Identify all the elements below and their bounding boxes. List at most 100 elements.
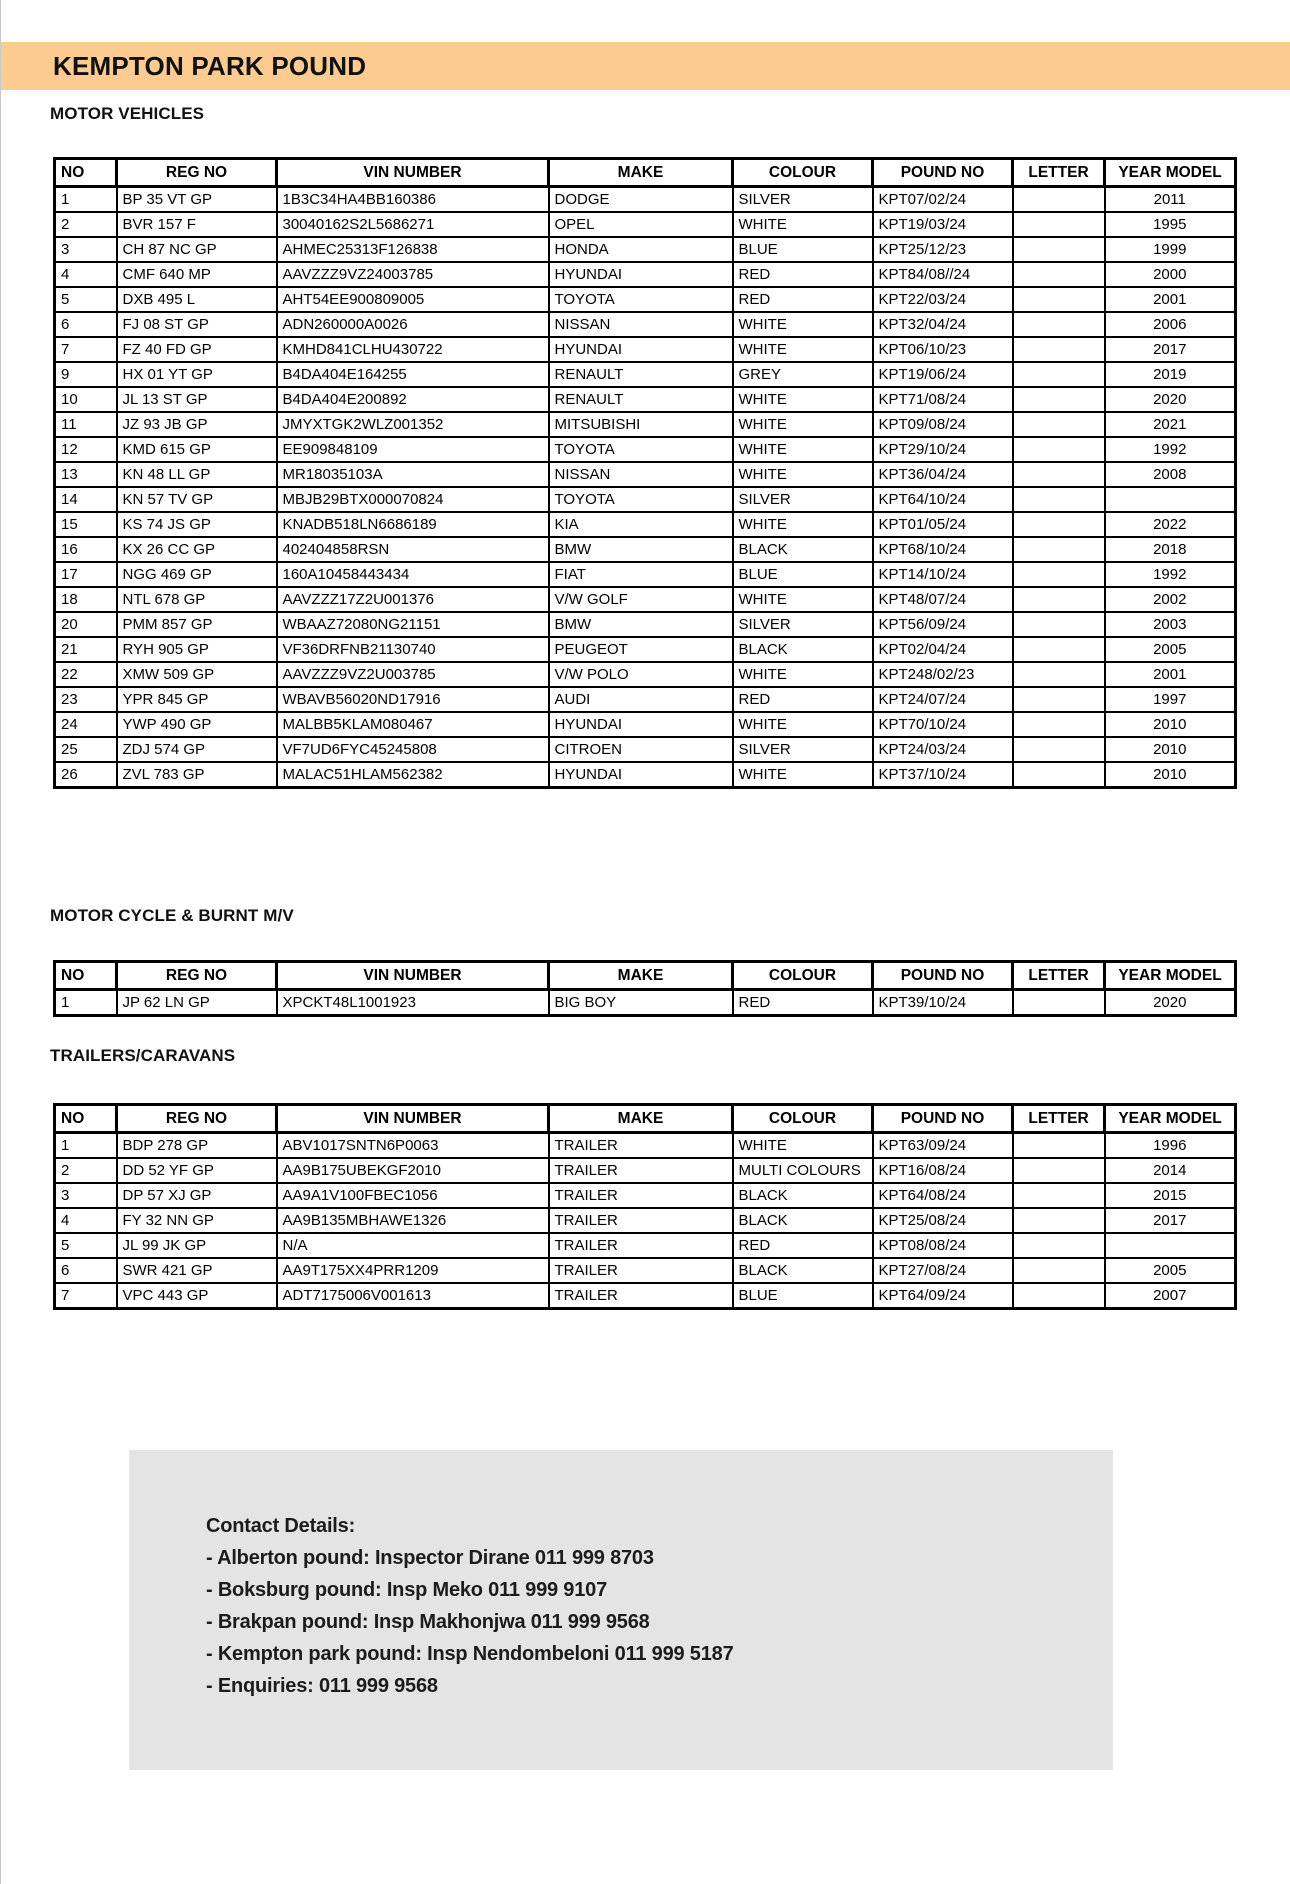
table-cell: HYUNDAI [547, 336, 734, 363]
table-cell: FIAT [547, 561, 734, 588]
table-header-cell: POUND NO [871, 960, 1014, 991]
table-header-cell: REG NO [115, 960, 278, 991]
table-cell: 25 [53, 736, 118, 763]
table-header-cell: VIN NUMBER [275, 960, 550, 991]
table-cell: 3 [53, 1182, 118, 1209]
table-cell: 2008 [1103, 461, 1237, 488]
table-cell: 17 [53, 561, 118, 588]
table-cell: ZDJ 574 GP [115, 736, 278, 763]
table-cell: MR18035103A [275, 461, 550, 488]
table-cell [1011, 636, 1106, 663]
table-row: 16 KX 26 CC GP 402404858RSN BMW BLACK KPT68/1… [53, 536, 1237, 563]
trailers-rows: 1 BDP 278 GP ABV1017SNTN6P0063 TRAILER WHITE… [53, 1131, 1237, 1310]
table-cell: VF7UD6FYC45245808 [275, 736, 550, 763]
table-cell: KPT248/02/23 [871, 661, 1014, 688]
table-cell: B4DA404E200892 [275, 386, 550, 413]
table-header-row: NO REG NO VIN NUMBER MAKE COLOUR POUND NO LETT… [53, 1103, 1237, 1134]
table-cell: HX 01 YT GP [115, 361, 278, 388]
table-cell [1011, 611, 1106, 638]
table-cell: WHITE [731, 1131, 874, 1159]
table-cell: AA9T175XX4PRR1209 [275, 1257, 550, 1284]
table-row: 23 YPR 845 GP WBAVB56020ND17916 AUDI RED KPT2… [53, 686, 1237, 713]
table-row: 5 DXB 495 L AHT54EE900809005 TOYOTA RED KPT22… [53, 286, 1237, 313]
table-cell: WHITE [731, 586, 874, 613]
table-cell: 10 [53, 386, 118, 413]
table-cell: KPT29/10/24 [871, 436, 1014, 463]
table-cell: 16 [53, 536, 118, 563]
table-cell: WHITE [731, 311, 874, 338]
table-cell: HONDA [547, 236, 734, 263]
table-cell: HYUNDAI [547, 261, 734, 288]
table-cell: CITROEN [547, 736, 734, 763]
section-heading-motorcycle: MOTOR CYCLE & BURNT M/V [50, 906, 294, 925]
table-cell [1011, 386, 1106, 413]
table-cell: JL 99 JK GP [115, 1232, 278, 1259]
table-cell: 2018 [1103, 536, 1237, 563]
table-cell: 14 [53, 486, 118, 513]
table-cell: NISSAN [547, 461, 734, 488]
table-cell: KPT36/04/24 [871, 461, 1014, 488]
table-row: 9 HX 01 YT GP B4DA404E164255 RENAULT GREY KPT… [53, 361, 1237, 388]
table-cell [1011, 236, 1106, 263]
title-band: KEMPTON PARK POUND [1, 42, 1290, 90]
table-cell: 1997 [1103, 686, 1237, 713]
table-cell: DP 57 XJ GP [115, 1182, 278, 1209]
table-cell: KPT16/08/24 [871, 1157, 1014, 1184]
table-cell: KPT25/08/24 [871, 1207, 1014, 1234]
table-cell: AAVZZZ17Z2U001376 [275, 586, 550, 613]
table-cell: HYUNDAI [547, 761, 734, 789]
table-cell: RED [731, 686, 874, 713]
table-row: 1 JP 62 LN GP XPCKT48L1001923 BIG BOY RED KPT… [53, 988, 1237, 1017]
table-cell: 2014 [1103, 1157, 1237, 1184]
table-cell: 22 [53, 661, 118, 688]
table-cell: XPCKT48L1001923 [275, 988, 550, 1017]
table-cell [1011, 436, 1106, 463]
table-row: 20 PMM 857 GP WBAAZ72080NG21151 BMW SILVER KP… [53, 611, 1237, 638]
table-cell: KPT27/08/24 [871, 1257, 1014, 1284]
table-cell [1011, 286, 1106, 313]
table-cell: 3 [53, 236, 118, 263]
table-cell: 11 [53, 411, 118, 438]
table-cell: 2011 [1103, 185, 1237, 213]
page-title: KEMPTON PARK POUND [53, 51, 367, 81]
table-row: 6 SWR 421 GP AA9T175XX4PRR1209 TRAILER BLACK… [53, 1257, 1237, 1284]
table-cell: 1 [53, 1131, 118, 1159]
table-cell: KPT71/08/24 [871, 386, 1014, 413]
table-cell [1011, 211, 1106, 238]
table-cell: TRAILER [547, 1182, 734, 1209]
table-cell: AA9B175UBEKGF2010 [275, 1157, 550, 1184]
contact-line: - Enquiries: 011 999 9568 [206, 1675, 438, 1697]
table-cell: FY 32 NN GP [115, 1207, 278, 1234]
table-row: 25 ZDJ 574 GP VF7UD6FYC45245808 CITROEN SILV… [53, 736, 1237, 763]
table-cell: 160A10458443434 [275, 561, 550, 588]
table-cell: TOYOTA [547, 436, 734, 463]
table-cell: 2001 [1103, 286, 1237, 313]
table-row: 24 YWP 490 GP MALBB5KLAM080467 HYUNDAI WHITE… [53, 711, 1237, 738]
table-cell: YPR 845 GP [115, 686, 278, 713]
motor-vehicles-rows: 1 BP 35 VT GP 1B3C34HA4BB160386 DODGE SILVER… [53, 185, 1237, 789]
table-cell: 13 [53, 461, 118, 488]
table-cell [1011, 511, 1106, 538]
table-cell: KPT14/10/24 [871, 561, 1014, 588]
table-cell: 2000 [1103, 261, 1237, 288]
table-cell: WHITE [731, 761, 874, 789]
table-row: 15 KS 74 JS GP KNADB518LN6686189 KIA WHITE KP… [53, 511, 1237, 538]
table-cell [1011, 1232, 1106, 1259]
table-cell: CMF 640 MP [115, 261, 278, 288]
table-cell: KPT37/10/24 [871, 761, 1014, 789]
table-cell: KPT70/10/24 [871, 711, 1014, 738]
table-cell: BLUE [731, 1282, 874, 1310]
table-header-cell: COLOUR [731, 157, 874, 188]
table-cell: 4 [53, 1207, 118, 1234]
table-cell [1011, 686, 1106, 713]
table-cell: KPT08/08/24 [871, 1232, 1014, 1259]
table-cell: KIA [547, 511, 734, 538]
table-row: 26 ZVL 783 GP MALAC51HLAM562382 HYUNDAI WHIT… [53, 761, 1237, 789]
table-cell: TRAILER [547, 1131, 734, 1159]
table-header-row: NO REG NO VIN NUMBER MAKE COLOUR POUND NO LETT… [53, 157, 1237, 188]
table-header-cell: MAKE [547, 960, 734, 991]
table-cell: WHITE [731, 386, 874, 413]
table-cell: PMM 857 GP [115, 611, 278, 638]
table-row: 5 JL 99 JK GP N/A TRAILER RED KPT08/08/24 [53, 1232, 1237, 1259]
table-cell: V/W GOLF [547, 586, 734, 613]
